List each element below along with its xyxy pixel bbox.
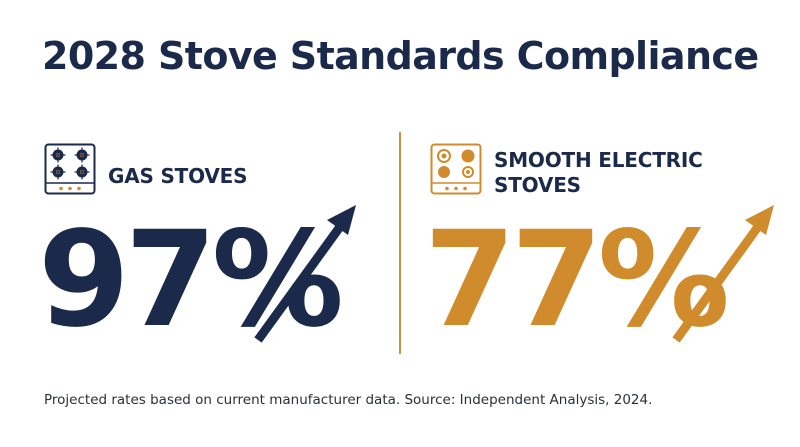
gas-stoves-label: GAS STOVES (108, 164, 248, 188)
electric-stoves-header: SMOOTH ELECTRIC STOVES (430, 140, 790, 200)
gas-stoves-percentage: 97% (38, 203, 344, 357)
page-title: 2028 Stove Standards Compliance (42, 34, 759, 78)
electric-stoves-label: SMOOTH ELECTRIC STOVES (494, 148, 703, 197)
gas-stoves-header: GAS STOVES (44, 140, 404, 200)
electric-stove-icon (430, 143, 482, 195)
arrow-up-right-icon (254, 205, 356, 343)
panel-divider (399, 132, 401, 354)
arrow-up-right-icon (672, 205, 774, 343)
electric-stoves-percentage: 77% (424, 203, 730, 357)
source-footnote: Projected rates based on current manufac… (44, 392, 653, 408)
gas-stove-icon (44, 143, 96, 195)
